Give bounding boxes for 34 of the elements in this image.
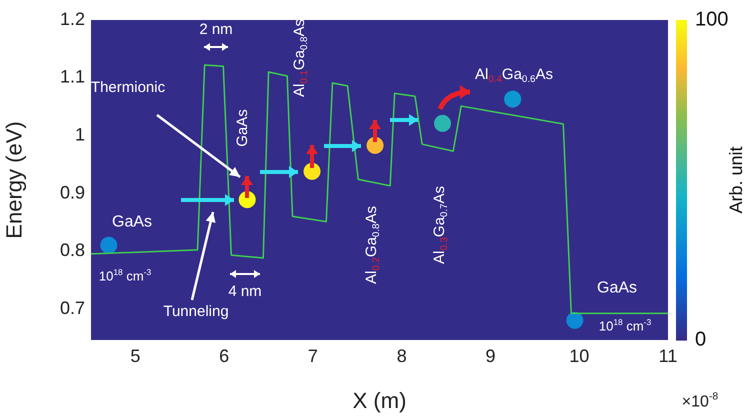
annotation: GaAs <box>596 279 638 296</box>
annotation: Tunneling <box>163 303 229 320</box>
x-tick-label: 8 <box>396 346 407 366</box>
annotation: GaAs <box>112 213 152 230</box>
x-tick-label: 11 <box>658 346 678 366</box>
y-tick-label: 0.9 <box>60 182 85 202</box>
y-tick-label: 1.2 <box>60 8 85 29</box>
annotation: Al0.1Ga0.8As <box>291 19 310 97</box>
point <box>304 162 321 180</box>
y-axis-title: Energy (eV) <box>1 121 26 239</box>
x-tick-label: 5 <box>130 346 140 366</box>
point <box>504 90 522 108</box>
x-axis-title: X (m) <box>352 388 406 413</box>
color-bar-label: 100 <box>695 8 728 31</box>
annotation: Thermionic <box>90 79 166 96</box>
annotation: Al0.3Ga0.7As <box>431 186 450 264</box>
point <box>434 114 452 132</box>
y-tick-label: 1 <box>74 124 85 144</box>
point <box>366 136 384 154</box>
annotation: GaAs <box>234 109 252 147</box>
x-tick-label: 6 <box>219 346 230 366</box>
annotation: Al0.2Ga0.8As <box>363 206 382 284</box>
point <box>566 312 584 329</box>
y-tick-label: 0.7 <box>60 298 85 318</box>
x-tick-label: 7 <box>308 346 318 366</box>
y-tick-label: 1.1 <box>60 66 85 87</box>
annotation: 4 nm <box>228 283 262 300</box>
x-tick-label: 10 <box>569 346 590 366</box>
color-bar-label: 0 <box>695 328 706 351</box>
annotation: 2 nm <box>199 21 233 38</box>
x-tick-label: 9 <box>485 346 496 366</box>
y-tick-label: 0.8 <box>60 240 85 260</box>
color-bar-title: Arb. unit <box>726 146 746 214</box>
point <box>100 236 118 254</box>
